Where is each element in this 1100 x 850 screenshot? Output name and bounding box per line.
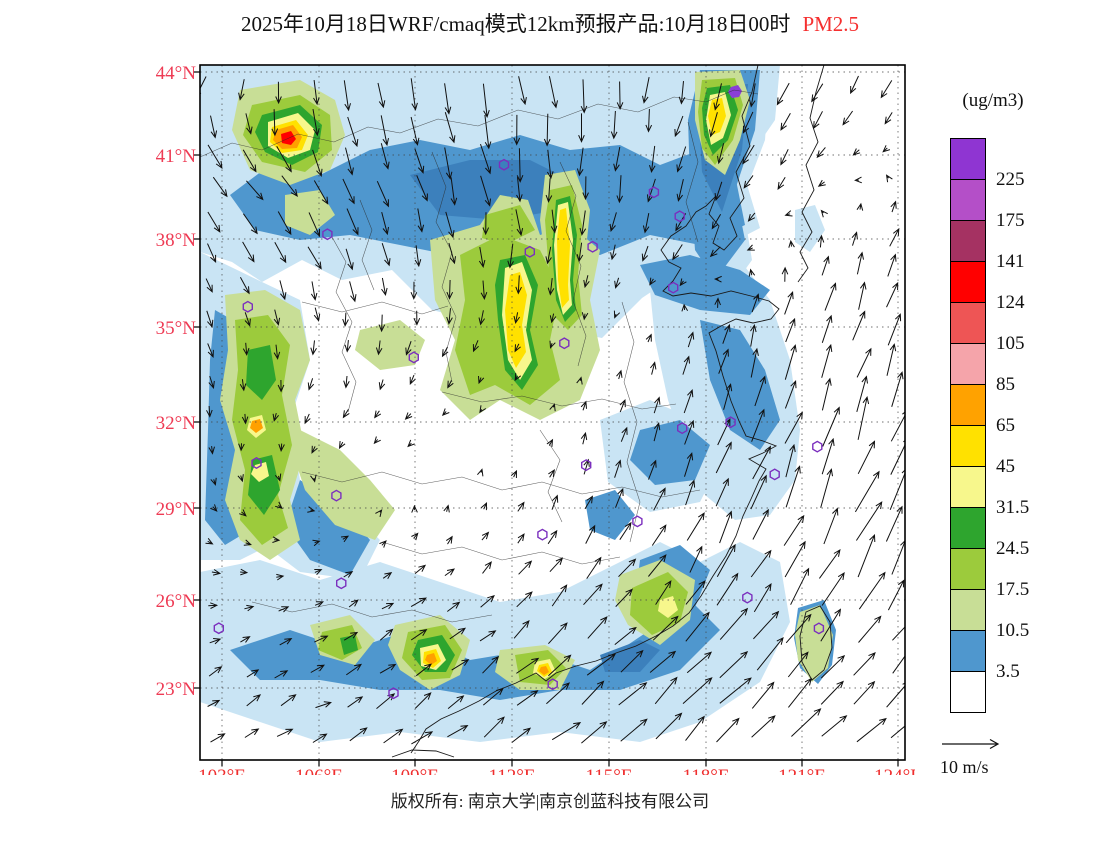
- colorbar-cell: [951, 344, 985, 385]
- city-marker: [251, 456, 262, 470]
- lon-label: 103°E: [198, 766, 246, 775]
- page-title: 2025年10月18日WRF/cmaq模式12km预报产品:10月18日00时 P…: [0, 8, 1100, 38]
- city-marker: [388, 687, 399, 700]
- city-marker: [331, 489, 342, 502]
- city-marker: [524, 245, 535, 258]
- forecast-map: 44°N 41°N 38°N 35°N 32°N 29°N 26°N 23°N 103°E 106…: [140, 50, 922, 787]
- city-marker: [242, 300, 253, 313]
- lon-label: 109°E: [391, 766, 439, 775]
- city-marker: [632, 515, 643, 528]
- colorbar-cell: [951, 139, 985, 180]
- map-frame: [199, 64, 906, 761]
- city-marker: [677, 422, 688, 435]
- city-marker: [668, 281, 679, 294]
- colorbar: 225 175 141 124 105 85 65 45 31.5 24.5 17.5 10.5 3.5: [950, 138, 1060, 713]
- lat-label: 44°N: [156, 63, 197, 84]
- colorbar-cell: [951, 672, 985, 712]
- lat-label: 23°N: [156, 679, 197, 700]
- colorbar-label: 124: [996, 292, 1025, 313]
- city-marker: [322, 228, 333, 241]
- colorbar-unit: (ug/m3): [962, 90, 1024, 111]
- city-markers: [213, 158, 825, 700]
- lat-label: 38°N: [156, 230, 197, 251]
- colorbar-label: 175: [996, 210, 1025, 231]
- city-marker: [559, 337, 570, 350]
- colorbar-cell: [951, 590, 985, 631]
- city-marker: [498, 158, 510, 171]
- colorbar-cells: [950, 138, 986, 713]
- colorbar-label: 10.5: [996, 620, 1030, 641]
- colorbar-label: 45: [996, 456, 1015, 477]
- colorbar-cell: [951, 508, 985, 549]
- colorbar-label: 3.5: [996, 661, 1020, 682]
- coastlines: [391, 65, 833, 758]
- lon-label: 115°E: [586, 766, 633, 775]
- lon-label: 124°E: [874, 766, 915, 775]
- wind-scale-label: 10 m/s: [940, 757, 989, 777]
- lat-labels: 44°N 41°N 38°N 35°N 32°N 29°N 26°N 23°N: [156, 63, 197, 700]
- axis-ticks: [193, 71, 899, 767]
- wind-arrow-icon: [942, 738, 1000, 750]
- colorbar-cell: [951, 180, 985, 221]
- city-marker: [581, 459, 592, 472]
- city-marker: [336, 577, 347, 590]
- pm25-contours: [200, 65, 836, 742]
- lon-label: 112°E: [489, 766, 536, 775]
- lat-label: 32°N: [156, 413, 197, 434]
- city-marker: [812, 440, 823, 453]
- colorbar-label: 24.5: [996, 538, 1030, 559]
- lat-label: 29°N: [156, 499, 197, 520]
- colorbar-cell: [951, 385, 985, 426]
- colorbar-label: 17.5: [996, 579, 1030, 600]
- lat-label: 35°N: [156, 318, 197, 339]
- colorbar-label: 31.5: [996, 497, 1030, 518]
- city-marker: [213, 622, 224, 635]
- colorbar-cell: [951, 631, 985, 672]
- title-text: 2025年10月18日WRF/cmaq模式12km预报产品:10月18日00时: [240, 12, 791, 36]
- city-marker: [408, 351, 419, 364]
- wind-scale-legend: 10 m/s: [940, 735, 1040, 778]
- colorbar-cell: [951, 221, 985, 262]
- city-marker: [547, 678, 558, 691]
- city-marker: [587, 240, 598, 253]
- lon-label: 106°E: [295, 766, 343, 775]
- lat-label: 41°N: [156, 146, 197, 167]
- colorbar-cell: [951, 467, 985, 508]
- wind-vectors: [200, 75, 905, 745]
- lat-label: 26°N: [156, 591, 197, 612]
- colorbar-cell: [951, 426, 985, 467]
- lon-label: 118°E: [683, 766, 730, 775]
- colorbar-label: 65: [996, 415, 1015, 436]
- city-marker: [769, 468, 780, 481]
- city-marker: [742, 591, 753, 604]
- city-marker: [537, 528, 548, 541]
- map-canvas: 44°N 41°N 38°N 35°N 32°N 29°N 26°N 23°N 103°E 106…: [156, 63, 922, 787]
- lon-labels: 103°E 106°E 109°E 112°E 115°E 118°E 121°E 124°E: [198, 766, 922, 787]
- copyright-text: 版权所有: 南京大学|南京创蓝科技有限公司: [390, 792, 710, 811]
- colorbar-cell: [951, 262, 985, 303]
- colorbar-label: 225: [996, 169, 1025, 190]
- colorbar-label: 85: [996, 374, 1015, 395]
- pollutant-label: PM2.5: [802, 12, 860, 36]
- colorbar-label: 141: [996, 251, 1025, 272]
- city-marker: [648, 186, 660, 199]
- city-marker: [674, 210, 685, 223]
- lon-label: 121°E: [778, 766, 826, 775]
- colorbar-label: 105: [996, 333, 1025, 354]
- city-marker: [725, 416, 736, 429]
- city-marker: [813, 622, 825, 635]
- colorbar-cell: [951, 549, 985, 590]
- colorbar-cell: [951, 303, 985, 344]
